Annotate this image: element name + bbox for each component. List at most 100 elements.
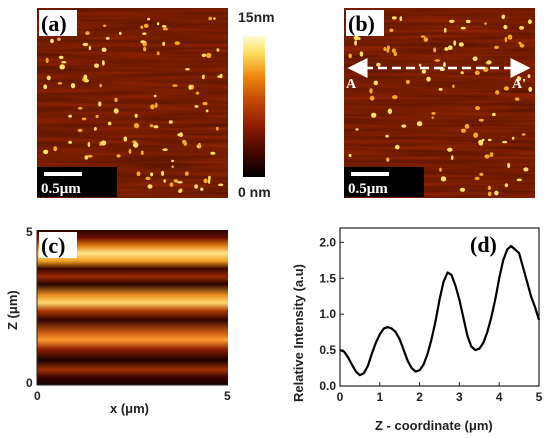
particle — [440, 176, 447, 182]
particle — [77, 106, 83, 110]
particle — [82, 42, 89, 47]
particle — [433, 47, 437, 53]
label-b: (b) — [348, 11, 375, 36]
particles-a — [43, 13, 224, 193]
particle — [105, 37, 110, 40]
particle — [391, 48, 396, 53]
particle — [458, 42, 464, 47]
particle — [373, 80, 379, 86]
particle — [88, 45, 92, 51]
particle — [426, 76, 431, 82]
particle — [103, 24, 107, 27]
particle — [134, 113, 138, 118]
particle — [147, 17, 151, 21]
chart-x-label: Z - coordinate (μm) — [375, 418, 493, 433]
particle — [143, 23, 149, 28]
chart-axes: 0 1 2 3 4 5 0.0 0.5 1.0 1.5 2.0 — [319, 235, 542, 404]
scalebar-b-label: 0.5μm — [348, 181, 388, 197]
map-y-tick-max: 5 — [26, 225, 33, 239]
particle — [156, 51, 160, 56]
particle — [163, 179, 166, 183]
particle — [478, 139, 484, 145]
particle — [162, 41, 166, 47]
panel-a: (a) 0.5μm — [37, 8, 228, 198]
particle — [453, 40, 457, 46]
particle — [527, 74, 531, 78]
particle — [447, 147, 453, 152]
particle — [58, 55, 64, 60]
particle — [434, 59, 441, 62]
particle — [150, 104, 155, 110]
particle — [519, 43, 525, 48]
particle — [119, 31, 122, 35]
particle — [171, 159, 175, 163]
colorbar-max-label: 15nm — [238, 9, 275, 25]
particle — [420, 35, 426, 38]
particle — [156, 22, 160, 26]
particle — [46, 75, 51, 81]
particle — [68, 140, 73, 144]
particle — [416, 121, 423, 127]
particle — [514, 97, 520, 101]
y-tick-label: 0.0 — [319, 379, 336, 393]
particle — [486, 60, 492, 64]
particle — [474, 70, 480, 76]
particle — [162, 148, 168, 151]
particle — [399, 16, 403, 22]
particle — [154, 102, 158, 108]
particle — [495, 90, 500, 95]
particle — [392, 95, 398, 100]
particle — [142, 32, 147, 35]
particle — [85, 31, 90, 35]
particle — [202, 101, 208, 106]
particle — [95, 114, 99, 119]
particle — [143, 46, 147, 52]
particle — [140, 25, 144, 29]
particle — [501, 14, 506, 20]
particle — [133, 142, 139, 148]
particle — [201, 53, 207, 58]
label-b-bg — [346, 10, 384, 36]
particle — [153, 125, 159, 129]
x-tick-label: 2 — [416, 390, 423, 404]
particle — [472, 56, 478, 61]
particle — [519, 26, 525, 30]
particle — [208, 175, 211, 181]
particle — [216, 48, 220, 52]
particle — [114, 97, 118, 103]
particle — [116, 154, 121, 158]
particle — [489, 152, 494, 158]
particle — [153, 94, 157, 98]
particle — [511, 136, 515, 140]
label-d: (d) — [470, 232, 497, 257]
particle — [443, 27, 447, 33]
particle — [161, 25, 167, 28]
y-tick-label: 2.0 — [319, 235, 336, 249]
particle — [53, 146, 58, 152]
particle — [178, 189, 183, 193]
particle — [387, 108, 393, 115]
colorbar-min-label: 0 nm — [238, 184, 271, 200]
particle — [389, 28, 394, 33]
map-x-label: x (μm) — [110, 401, 149, 416]
particle — [423, 37, 429, 42]
particle — [59, 64, 65, 70]
particle — [478, 118, 484, 122]
label-c-bg — [39, 232, 77, 258]
particle — [487, 185, 491, 190]
particle — [521, 133, 526, 136]
particle — [133, 123, 140, 129]
x-tick-label: 0 — [337, 390, 344, 404]
particle — [376, 62, 381, 67]
particle — [450, 155, 454, 161]
particle — [487, 191, 492, 197]
particle — [348, 53, 353, 59]
particle — [43, 84, 48, 90]
particle — [150, 172, 154, 177]
label-c: (c) — [41, 233, 65, 258]
particle — [401, 124, 407, 128]
particle — [149, 124, 154, 128]
map-x-tick-max: 5 — [224, 389, 231, 403]
x-tick-label: 3 — [456, 390, 463, 404]
